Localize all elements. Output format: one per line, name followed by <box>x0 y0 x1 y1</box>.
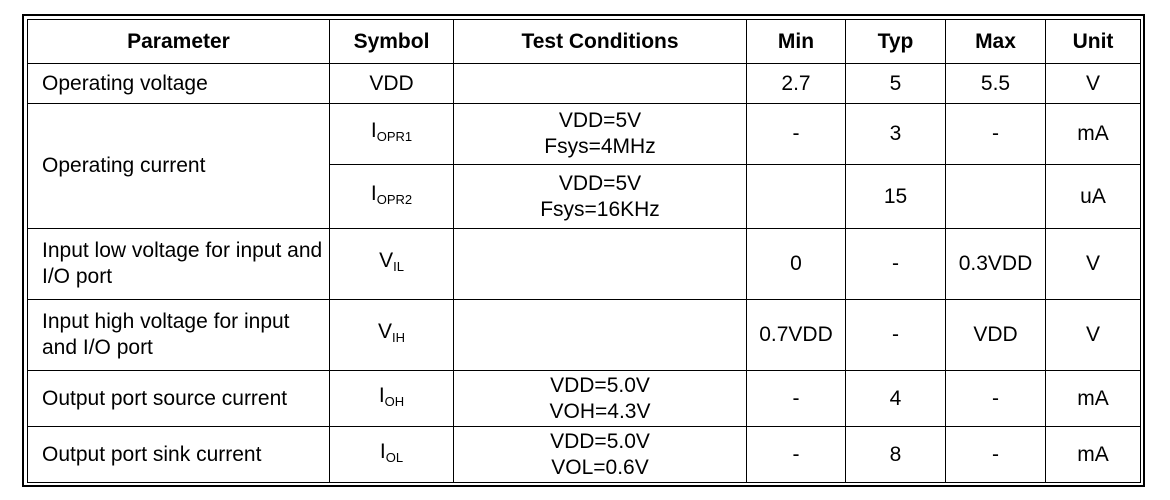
header-parameter: Parameter <box>27 19 330 64</box>
typ-cell: 5 <box>845 63 946 104</box>
table-row: Output port sink current IOL VDD=5.0V VOL… <box>27 426 1141 483</box>
min-cell: - <box>746 426 846 483</box>
symbol-subscript: IH <box>392 330 405 345</box>
symbol-text: I <box>370 181 377 205</box>
max-cell: VDD <box>945 299 1046 371</box>
header-max: Max <box>945 19 1046 64</box>
symbol-text: I <box>378 383 385 407</box>
conditions-cell: VDD=5V Fsys=4MHz <box>453 103 747 165</box>
unit-cell: V <box>1045 228 1141 300</box>
condition-line: VOH=4.3V <box>549 399 651 423</box>
symbol-text: V <box>377 320 392 343</box>
symbol-subscript: OPR2 <box>376 191 413 207</box>
condition-line: Fsys=4MHz <box>544 135 656 158</box>
typ-cell: 15 <box>845 164 946 229</box>
min-cell: 0 <box>746 228 846 300</box>
symbol-text: VDD <box>369 71 414 95</box>
parameter-cell: Input low voltage for input and I/O port <box>27 228 330 300</box>
parameter-cell: Input high voltage for input and I/O por… <box>27 299 330 371</box>
min-cell <box>746 164 846 229</box>
symbol-cell: IOH <box>329 370 454 427</box>
min-cell: 0.7VDD <box>746 299 846 371</box>
symbol-text: V <box>379 249 394 272</box>
symbol-cell: IOPR2 <box>329 164 454 229</box>
table-row: Output port source current IOH VDD=5.0V V… <box>27 370 1141 427</box>
parameter-cell: Operating voltage <box>27 63 330 104</box>
min-cell: - <box>746 370 846 427</box>
unit-cell: V <box>1045 299 1141 371</box>
typ-cell: - <box>845 228 946 300</box>
symbol-text: I <box>379 439 386 463</box>
table-row: Input high voltage for input and I/O por… <box>27 299 1141 371</box>
conditions-cell <box>453 299 747 371</box>
symbol-subscript: OH <box>384 393 405 409</box>
condition-line: VDD=5.0V <box>550 373 650 397</box>
symbol-subscript: OPR1 <box>376 129 413 144</box>
header-min: Min <box>746 19 846 64</box>
typ-cell: 3 <box>845 103 946 165</box>
conditions-cell: VDD=5V Fsys=16KHz <box>453 164 747 229</box>
conditions-cell: VDD=5.0V VOH=4.3V <box>453 370 747 427</box>
max-cell: - <box>945 426 1046 483</box>
symbol-subscript: OL <box>385 449 404 465</box>
header-row: Parameter Symbol Test Conditions Min Typ… <box>27 19 1141 64</box>
condition-line: VDD=5.0V <box>550 429 650 453</box>
unit-cell: mA <box>1045 103 1141 165</box>
max-cell: 0.3VDD <box>945 228 1046 300</box>
unit-cell: mA <box>1045 426 1141 483</box>
parameter-cell: Output port sink current <box>27 426 330 483</box>
symbol-cell: VIL <box>329 228 454 300</box>
max-cell: - <box>945 103 1046 165</box>
max-cell <box>945 164 1046 229</box>
unit-cell: V <box>1045 63 1141 104</box>
conditions-cell <box>453 228 747 300</box>
parameter-cell: Operating current <box>27 103 330 229</box>
typ-cell: 8 <box>845 426 946 483</box>
parameter-cell: Output port source current <box>27 370 330 427</box>
symbol-cell: IOPR1 <box>329 103 454 165</box>
header-unit: Unit <box>1045 19 1141 64</box>
min-cell: 2.7 <box>746 63 846 104</box>
table-row: Operating voltage VDD 2.7 5 5.5 V <box>27 63 1141 104</box>
symbol-cell: VIH <box>329 299 454 371</box>
table-row: IOPR2 VDD=5V Fsys=16KHz 15 uA <box>28 164 1141 229</box>
condition-line: VDD=5V <box>558 171 642 195</box>
condition-line: VDD=5V <box>558 109 642 132</box>
condition-line: Fsys=16KHz <box>540 197 660 221</box>
header-test-conditions: Test Conditions <box>453 19 747 64</box>
table-outer-frame <box>22 14 1145 487</box>
unit-cell: uA <box>1045 164 1141 229</box>
symbol-cell: VDD <box>329 63 454 104</box>
table-row: Input low voltage for input and I/O port… <box>27 228 1141 300</box>
conditions-cell <box>453 63 747 104</box>
conditions-cell: VDD=5.0V VOL=0.6V <box>453 426 747 483</box>
typ-cell: - <box>845 299 946 371</box>
max-cell: 5.5 <box>945 63 1046 104</box>
symbol-subscript: IL <box>393 259 404 274</box>
header-typ: Typ <box>845 19 946 64</box>
symbol-cell: IOL <box>329 426 454 483</box>
symbol-text: I <box>370 119 377 142</box>
max-cell: - <box>945 370 1046 427</box>
header-symbol: Symbol <box>329 19 454 64</box>
table-row: Operating current IOPR1 VDD=5V Fsys=4MHz … <box>27 103 1141 229</box>
condition-line: VOL=0.6V <box>551 455 649 479</box>
electrical-characteristics-table: Parameter Symbol Test Conditions Min Typ… <box>27 19 1141 483</box>
typ-cell: 4 <box>845 370 946 427</box>
unit-cell: mA <box>1045 370 1141 427</box>
min-cell: - <box>746 103 846 165</box>
